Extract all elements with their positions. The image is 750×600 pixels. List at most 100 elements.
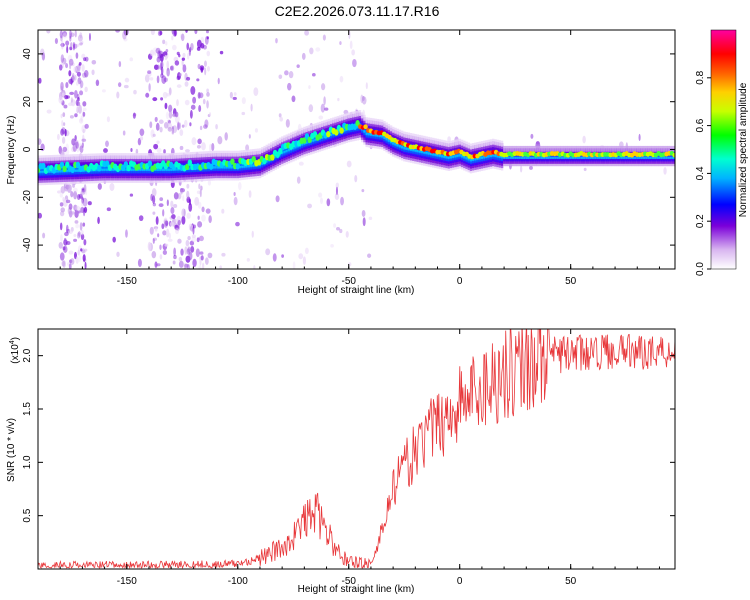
heatmap-speckle bbox=[75, 141, 79, 149]
heatmap-band-cell bbox=[349, 111, 353, 118]
heatmap-band-cell bbox=[143, 153, 146, 160]
heatmap-band-cell bbox=[634, 145, 637, 152]
heatmap-speckle bbox=[324, 107, 329, 111]
heatmap-speckle bbox=[75, 64, 81, 73]
heatmap-speckle bbox=[192, 226, 195, 235]
heatmap-band-cell bbox=[423, 135, 426, 142]
heatmap-speckle bbox=[151, 188, 157, 197]
heatmap-band-cell bbox=[139, 153, 142, 160]
heatmap-speckle bbox=[137, 258, 142, 268]
heatmap-band-cell bbox=[285, 134, 288, 141]
heatmap-speckle bbox=[304, 247, 309, 255]
heatmap-ridge-cell bbox=[208, 163, 214, 170]
heatmap-speckle bbox=[77, 43, 80, 47]
heatmap-speckle bbox=[349, 40, 353, 50]
heatmap-speckle bbox=[63, 245, 68, 253]
heatmap-band-cell bbox=[583, 145, 586, 152]
heatmap-speckle bbox=[663, 167, 667, 175]
heatmap-band-cell bbox=[270, 142, 273, 149]
heatmap-speckle bbox=[191, 137, 197, 146]
heatmap-speckle bbox=[172, 44, 177, 51]
heatmap-band-cell bbox=[238, 150, 242, 157]
heatmap-speckle bbox=[204, 257, 209, 265]
heatmap-speckle bbox=[185, 239, 190, 247]
heatmap-speckle bbox=[163, 121, 169, 129]
heatmap-speckle bbox=[154, 227, 158, 232]
heatmap-speckle bbox=[183, 119, 188, 128]
heatmap-speckle bbox=[165, 228, 170, 238]
heatmap-speckle bbox=[81, 40, 84, 45]
heatmap-speckle bbox=[187, 52, 190, 60]
heatmap-speckle bbox=[219, 50, 224, 55]
heatmap-speckle bbox=[59, 30, 63, 39]
heatmap-band-cell bbox=[336, 116, 340, 122]
heatmap-speckle bbox=[278, 74, 283, 80]
heatmap-speckle bbox=[301, 52, 306, 60]
heatmap-speckle bbox=[318, 115, 324, 120]
heatmap-speckle bbox=[61, 40, 64, 50]
heatmap-speckle bbox=[182, 64, 187, 73]
heatmap-speckle bbox=[163, 149, 166, 154]
heatmap-speckle bbox=[322, 34, 326, 41]
spectrogram-x-tick-label: -50 bbox=[342, 276, 357, 287]
heatmap-band-cell bbox=[381, 119, 384, 126]
heatmap-band-cell bbox=[170, 153, 173, 160]
heatmap-band-cell bbox=[59, 154, 62, 161]
heatmap-speckle bbox=[72, 187, 78, 193]
heatmap-speckle bbox=[60, 128, 65, 136]
heatmap-band-cell bbox=[416, 134, 419, 141]
heatmap-band-cell bbox=[119, 153, 122, 160]
heatmap-speckle bbox=[71, 146, 76, 153]
snr-frame bbox=[37, 328, 676, 570]
heatmap-speckle bbox=[233, 192, 236, 196]
heatmap-band-cell bbox=[607, 145, 610, 152]
heatmap-band-cell bbox=[128, 153, 131, 160]
heatmap-band-cell bbox=[45, 155, 49, 162]
heatmap-band-cell bbox=[651, 145, 655, 152]
heatmap-band-cell bbox=[569, 145, 573, 152]
heatmap-speckle bbox=[155, 216, 159, 225]
heatmap-speckle bbox=[190, 86, 196, 95]
spectrogram-x-tick-label: 50 bbox=[565, 276, 577, 287]
heatmap-speckle bbox=[155, 47, 161, 54]
heatmap-band-cell bbox=[267, 143, 271, 150]
heatmap-speckle bbox=[172, 260, 176, 265]
heatmap-speckle bbox=[224, 132, 228, 141]
heatmap-speckle bbox=[68, 250, 74, 255]
heatmap-speckle bbox=[38, 77, 42, 84]
heatmap-band-cell bbox=[236, 150, 240, 157]
heatmap-speckle bbox=[159, 254, 163, 260]
heatmap-band-cell bbox=[214, 150, 217, 157]
heatmap-band-cell bbox=[354, 111, 357, 117]
heatmap-speckle bbox=[79, 222, 83, 231]
heatmap-speckle bbox=[81, 199, 84, 208]
heatmap-speckle bbox=[535, 141, 540, 145]
heatmap-band-cell bbox=[174, 152, 178, 159]
heatmap-speckle bbox=[149, 77, 154, 81]
heatmap-speckle bbox=[62, 246, 66, 251]
heatmap-band-cell bbox=[132, 153, 135, 160]
heatmap-speckle bbox=[95, 79, 100, 87]
snr-x-tick-label: -150 bbox=[117, 576, 137, 587]
heatmap-speckle bbox=[217, 77, 220, 85]
heatmap-band-cell bbox=[205, 151, 209, 158]
heatmap-band-cell bbox=[292, 131, 295, 138]
heatmap-speckle bbox=[88, 32, 91, 42]
heatmap-speckle bbox=[206, 92, 210, 97]
heatmap-band-cell bbox=[199, 151, 202, 158]
heatmap-speckle bbox=[71, 138, 76, 146]
heatmap-speckle bbox=[149, 226, 154, 235]
heatmap-speckle bbox=[197, 221, 203, 228]
snr-x-label: Height of straight line (km) bbox=[298, 584, 415, 595]
heatmap-speckle bbox=[59, 202, 64, 207]
heatmap-band-cell bbox=[642, 145, 646, 152]
heatmap-ridge-cell bbox=[184, 163, 190, 171]
heatmap-band-cell bbox=[247, 149, 251, 156]
heatmap-speckle bbox=[197, 215, 200, 220]
heatmap-speckle bbox=[190, 104, 196, 110]
heatmap-band-cell bbox=[325, 119, 328, 126]
heatmap-speckle bbox=[198, 105, 202, 113]
heatmap-speckle bbox=[165, 220, 169, 227]
heatmap-speckle bbox=[80, 229, 84, 236]
heatmap-speckle bbox=[308, 85, 311, 89]
